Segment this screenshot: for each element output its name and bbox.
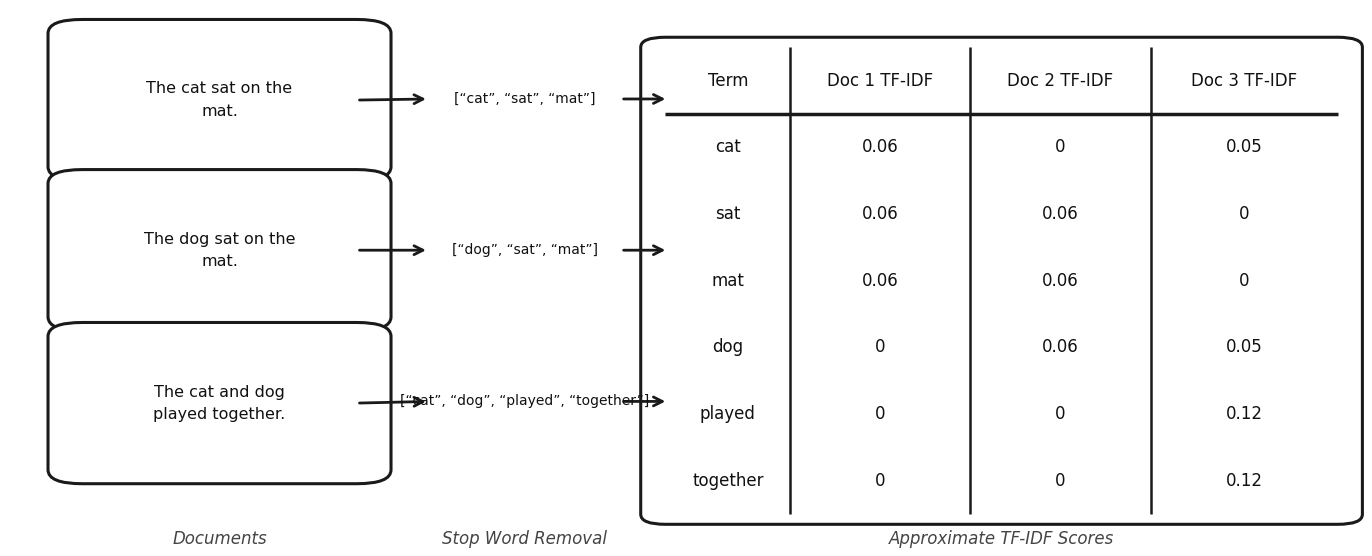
Text: The cat and dog
played together.: The cat and dog played together. [154, 385, 285, 421]
Text: Doc 3 TF-IDF: Doc 3 TF-IDF [1191, 72, 1297, 90]
Text: 0.06: 0.06 [862, 272, 899, 290]
Text: 0.12: 0.12 [1225, 472, 1262, 490]
Text: played: played [700, 405, 756, 423]
Text: 0.05: 0.05 [1225, 339, 1262, 356]
FancyBboxPatch shape [48, 322, 391, 484]
Text: The cat sat on the
mat.: The cat sat on the mat. [147, 82, 292, 118]
Text: dog: dog [712, 339, 744, 356]
Text: 0.06: 0.06 [1043, 339, 1078, 356]
Text: sat: sat [715, 205, 741, 223]
Text: 0: 0 [875, 405, 885, 423]
Text: mat: mat [711, 272, 744, 290]
Text: 0: 0 [1239, 272, 1250, 290]
Text: Doc 1 TF-IDF: Doc 1 TF-IDF [827, 72, 933, 90]
Text: Term: Term [708, 72, 748, 90]
Text: 0: 0 [1239, 205, 1250, 223]
Text: 0: 0 [1055, 405, 1066, 423]
Text: The dog sat on the
mat.: The dog sat on the mat. [144, 232, 295, 269]
FancyBboxPatch shape [48, 170, 391, 331]
Text: 0.12: 0.12 [1225, 405, 1262, 423]
FancyBboxPatch shape [641, 37, 1362, 524]
Text: cat: cat [715, 138, 741, 156]
Text: 0: 0 [875, 339, 885, 356]
Text: Doc 2 TF-IDF: Doc 2 TF-IDF [1007, 72, 1114, 90]
FancyBboxPatch shape [48, 19, 391, 181]
Text: [“dog”, “sat”, “mat”]: [“dog”, “sat”, “mat”] [451, 243, 598, 257]
Text: Approximate TF-IDF Scores: Approximate TF-IDF Scores [889, 530, 1114, 548]
Text: [“cat”, “sat”, “mat”]: [“cat”, “sat”, “mat”] [454, 92, 595, 106]
Text: [“cat”, “dog”, “played”, “together”]: [“cat”, “dog”, “played”, “together”] [401, 394, 649, 409]
Text: 0: 0 [1055, 472, 1066, 490]
Text: 0.06: 0.06 [1043, 205, 1078, 223]
Text: 0: 0 [875, 472, 885, 490]
Text: 0.06: 0.06 [862, 205, 899, 223]
Text: Stop Word Removal: Stop Word Removal [442, 530, 608, 548]
Text: 0.06: 0.06 [862, 138, 899, 156]
Text: 0: 0 [1055, 138, 1066, 156]
Text: Documents: Documents [173, 530, 266, 548]
Text: 0.05: 0.05 [1225, 138, 1262, 156]
Text: together: together [691, 472, 764, 490]
Text: 0.06: 0.06 [1043, 272, 1078, 290]
